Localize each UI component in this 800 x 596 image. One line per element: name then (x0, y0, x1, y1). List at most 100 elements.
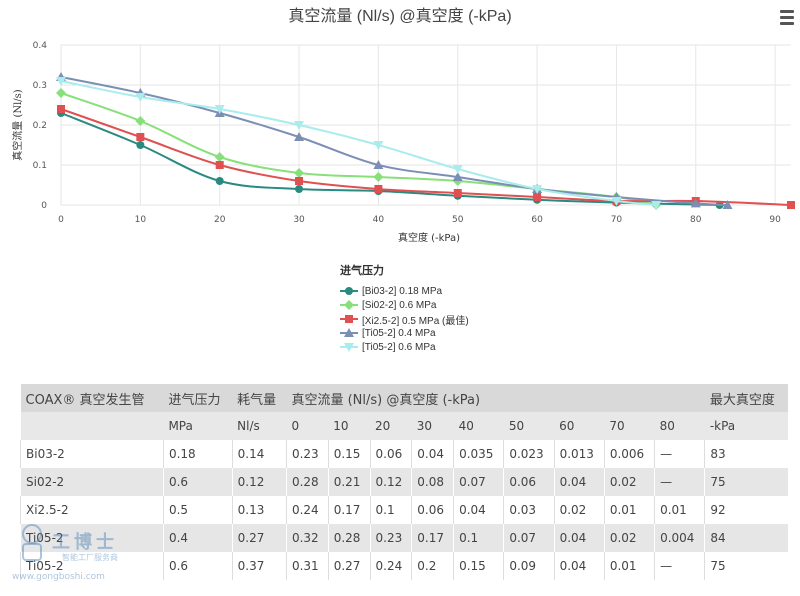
table-cell: 0.06 (503, 468, 555, 496)
data-point[interactable] (135, 116, 146, 126)
data-point[interactable] (295, 185, 304, 193)
data-point[interactable] (452, 165, 463, 174)
x-tick-label: 70 (611, 215, 623, 225)
table-cell: 0.04 (553, 524, 605, 552)
table-cell: 0.24 (285, 496, 329, 524)
data-point[interactable] (56, 88, 66, 98)
table-cell: — (654, 440, 705, 468)
data-point[interactable] (215, 161, 224, 169)
chart-title: 真空流量 (Nl/s) @真空度 (-kPa) (288, 7, 511, 25)
data-point[interactable] (295, 177, 304, 185)
header-consumption: 耗气量 (232, 384, 287, 412)
legend-symbol-icon (340, 287, 358, 295)
y-tick-label: 0.2 (33, 121, 47, 131)
table-cell: 0.04 (553, 552, 605, 580)
legend-item[interactable]: [Ti05-2] 0.6 MPa (340, 340, 469, 354)
table-subheader-row: MPa Nl/s 0 10 20 30 40 50 60 70 80 -kPa (20, 412, 788, 440)
table-row: Ti05-2 0.6 0.37 0.31 0.27 0.24 0.2 0.15 0.09 0.04… (20, 552, 788, 580)
x-tick-label: 0 (58, 215, 64, 225)
y-tick-label: 0 (41, 201, 47, 211)
data-point[interactable] (214, 105, 225, 114)
data-point[interactable] (452, 172, 463, 181)
subheader-cell: 30 (411, 412, 454, 440)
data-point[interactable] (611, 197, 622, 206)
table-row: Xi2.5-2 0.5 0.13 0.24 0.17 0.1 0.06 0.04 0.03 0.0… (20, 496, 788, 524)
subheader-cell: 60 (554, 412, 605, 440)
data-point[interactable] (374, 185, 383, 193)
legend-item[interactable]: [Xi2.5-2] 0.5 MPa (最佳) (340, 312, 469, 327)
data-point[interactable] (787, 201, 795, 209)
table-cell: 0.6 (162, 552, 233, 580)
table-cell: 0.1 (453, 524, 504, 552)
header-pressure: 进气压力 (163, 384, 233, 412)
subheader-cell: 80 (654, 412, 705, 440)
chart-menu-button[interactable] (775, 6, 799, 28)
series-line (60, 112, 720, 206)
legend-symbol-icon (340, 315, 358, 323)
x-tick-label: 80 (690, 215, 702, 225)
table-cell: 92 (704, 496, 788, 524)
table-cell: 75 (704, 468, 788, 496)
data-point[interactable] (215, 177, 224, 185)
subheader-cell: MPa (163, 412, 233, 440)
data-point[interactable] (57, 105, 65, 113)
data-point[interactable] (136, 141, 145, 149)
table-cell: 0.4 (162, 524, 233, 552)
x-tick-label: 20 (214, 215, 226, 225)
series-line (60, 80, 657, 206)
series-group (56, 77, 662, 210)
series-group (57, 109, 724, 209)
table-row: Bi03-2 0.18 0.14 0.23 0.15 0.06 0.04 0.035 0.023… (20, 440, 788, 468)
spec-table: COAX® 真空发生管 进气压力 耗气量 真空流量 (Nl/s) @真空度 (-… (20, 384, 788, 580)
table-cell: 0.24 (369, 552, 412, 580)
legend-marker-icon (345, 315, 353, 323)
table-cell: 0.06 (411, 496, 454, 524)
legend-marker-icon (344, 343, 354, 352)
x-tick-label: 10 (135, 215, 147, 225)
data-point[interactable] (136, 133, 145, 141)
table-cell: 0.23 (369, 524, 412, 552)
table-cell: 0.02 (603, 468, 655, 496)
legend-label: [Si02-2] 0.6 MPa (362, 299, 437, 311)
legend-marker-icon (344, 328, 354, 337)
data-point[interactable] (532, 185, 543, 194)
table-cell: 75 (704, 552, 788, 580)
data-point[interactable] (56, 77, 66, 86)
table-cell: 0.18 (162, 440, 233, 468)
table-cell: 0.12 (231, 468, 287, 496)
table-cell: 0.06 (369, 440, 412, 468)
table-cell: 0.21 (327, 468, 370, 496)
data-point[interactable] (135, 93, 146, 102)
data-point[interactable] (294, 168, 305, 178)
legend-symbol-icon (340, 300, 358, 310)
data-point[interactable] (294, 132, 305, 141)
table-cell: 0.17 (327, 496, 370, 524)
table-row: Si02-2 0.6 0.12 0.28 0.21 0.12 0.08 0.07 0.06 0.0… (20, 468, 788, 496)
x-tick-label: 30 (293, 215, 305, 225)
subheader-cell: 70 (604, 412, 655, 440)
legend-item[interactable]: [Ti05-2] 0.4 MPa (340, 326, 469, 340)
data-point[interactable] (373, 160, 384, 169)
table-cell: 0.32 (285, 524, 329, 552)
data-point[interactable] (651, 201, 662, 210)
header-flow: 真空流量 (Nl/s) @真空度 (-kPa) (286, 384, 705, 412)
data-point[interactable] (294, 121, 305, 130)
data-point[interactable] (722, 200, 733, 209)
table-cell: 0.006 (603, 440, 655, 468)
table-cell: 83 (704, 440, 788, 468)
data-point[interactable] (533, 193, 542, 201)
data-point[interactable] (453, 189, 462, 197)
data-point[interactable] (373, 141, 384, 150)
legend-item[interactable]: [Si02-2] 0.6 MPa (340, 298, 469, 312)
data-point[interactable] (214, 152, 225, 162)
subheader-cell: 50 (503, 412, 555, 440)
legend-item[interactable]: [Bi03-2] 0.18 MPa (340, 284, 469, 298)
table-cell: 84 (704, 524, 788, 552)
data-point[interactable] (690, 198, 701, 208)
table-cell: 0.01 (654, 496, 705, 524)
data-point[interactable] (373, 172, 384, 182)
table-cell: 0.07 (453, 468, 504, 496)
table-cell: 0.6 (162, 468, 233, 496)
x-axis-label: 真空度 (-kPa) (398, 231, 460, 244)
x-tick-label: 50 (452, 215, 464, 225)
